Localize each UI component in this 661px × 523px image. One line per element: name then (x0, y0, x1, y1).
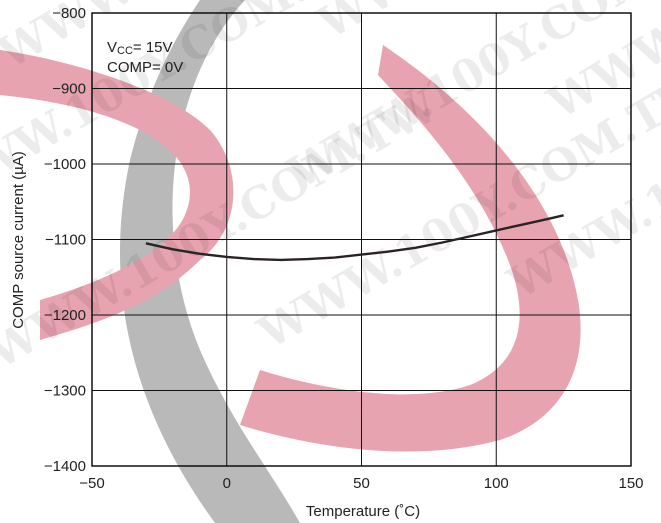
logo-pink-arc-right (240, 45, 581, 452)
x-tick-label: 50 (353, 475, 370, 492)
vcc-annotation: VCC= 15V (107, 39, 173, 57)
background-logo (0, 0, 581, 523)
x-tick-label: 100 (484, 475, 509, 492)
y-tick-label: −1000 (44, 156, 86, 173)
x-axis-title: Temperature (˚C) (306, 503, 420, 520)
series-group (145, 214, 564, 262)
y-tick-label: −900 (52, 81, 86, 98)
y-axis-title: COMP source current (µA) (10, 151, 27, 329)
y-tick-label: −800 (52, 5, 86, 22)
y-tick-label: −1300 (44, 383, 86, 400)
x-tick-label: −50 (79, 475, 104, 492)
series-line (145, 214, 564, 262)
x-tick-label: 150 (618, 475, 643, 492)
comp-annotation: COMP= 0V (107, 59, 183, 76)
y-tick-label: −1400 (44, 458, 86, 475)
x-tick-label: 0 (223, 475, 231, 492)
logo-pink-arc-left (0, 50, 234, 340)
y-tick-labels: −800 −900 −1000 −1100 −1200 −1300 −1400 (44, 5, 86, 475)
x-tick-labels: −50 0 50 100 150 (79, 475, 643, 492)
plot-grid (91, 12, 632, 467)
y-tick-label: −1100 (45, 232, 86, 249)
y-tick-label: −1200 (44, 307, 86, 324)
plot-frame (91, 12, 632, 467)
